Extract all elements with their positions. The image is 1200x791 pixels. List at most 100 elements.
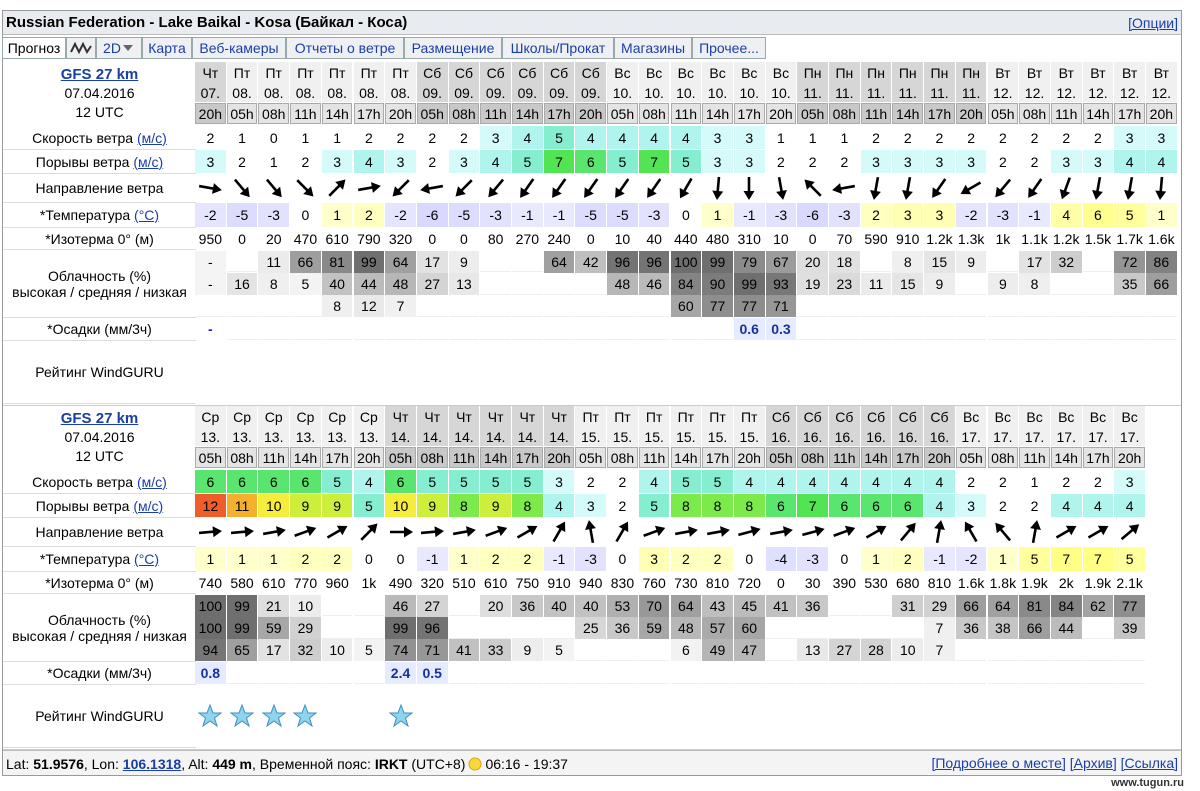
cloud_low-cell: 13	[797, 639, 828, 661]
tab[interactable]: Размещение	[404, 37, 502, 59]
temperature-cell: -6	[416, 203, 448, 227]
isotherm-cell: 590	[860, 228, 892, 249]
gusts-cell: 8	[702, 494, 733, 517]
tab[interactable]: Прочее...	[692, 37, 766, 59]
tab[interactable]: Карта	[142, 37, 192, 59]
temperature-cell: 2	[860, 203, 892, 227]
tab[interactable]: Прогноз	[2, 37, 66, 59]
temperature-cell: 2	[353, 203, 385, 227]
cloud_high-cell: 9	[448, 251, 480, 273]
hour: 08h	[829, 103, 860, 124]
speed-cell: 1	[1019, 470, 1050, 493]
gusts-cell: 7	[797, 494, 828, 517]
cloud_high-cell: 81	[321, 251, 353, 273]
day-date: 10.	[765, 83, 797, 102]
unit-link[interactable]: (°C)	[134, 551, 160, 567]
day-name: Вс	[733, 62, 765, 83]
day-date: 14.	[385, 427, 416, 446]
direction-cell	[1083, 518, 1114, 546]
rating-cell	[290, 685, 321, 747]
empty-cell	[448, 594, 480, 616]
isotherm-cell: 1.2k	[1050, 228, 1082, 249]
options-link[interactable]: [Опции]	[1128, 15, 1178, 31]
isotherm-cell: 910	[543, 572, 575, 593]
direction-cell	[512, 174, 543, 202]
footer-link[interactable]: [Подробнее о месте]	[931, 755, 1066, 771]
empty-cell	[480, 318, 511, 340]
hour: 14h	[321, 103, 353, 124]
day-name: Пн	[797, 62, 828, 83]
label-text: Облачность (%)	[47, 267, 152, 284]
temperature-cell: 5	[1019, 547, 1050, 571]
direction-cell	[354, 174, 385, 202]
temperature-cell: 2	[480, 547, 511, 571]
hour: 17h	[924, 103, 955, 124]
unit-link[interactable]: (м/с)	[136, 473, 167, 490]
day-name: Пн	[860, 62, 892, 83]
footer-link[interactable]: [Архив]	[1069, 755, 1117, 771]
temperature-cell: -1	[416, 547, 448, 571]
isotherm-cell: 610	[258, 572, 290, 593]
cloud_low-cell: 32	[290, 639, 321, 661]
cloud_low-cell: 47	[733, 639, 765, 661]
block-separator	[3, 405, 1181, 406]
empty-cell	[638, 639, 670, 661]
unit-link[interactable]: (м/с)	[133, 497, 164, 514]
tab[interactable]: Магазины	[614, 37, 692, 59]
unit-link[interactable]: (°C)	[134, 207, 160, 223]
gusts-cell: 7	[543, 150, 575, 173]
label-text: Направление ветра	[35, 524, 164, 540]
wind-arrow	[776, 176, 787, 200]
isotherm-cell: 20	[258, 228, 290, 249]
isotherm-cell: 310	[733, 228, 765, 249]
cloud_mid-cell: 48	[385, 273, 416, 295]
cloud_mid-cell: 27	[416, 273, 448, 295]
isotherm-cell: 610	[480, 572, 511, 593]
hour: 08h	[987, 447, 1019, 468]
isotherm-cell: 950	[195, 228, 226, 249]
wind-arrow	[389, 526, 413, 538]
lon[interactable]: 106.1318	[122, 756, 182, 772]
speed-cell: 4	[353, 470, 385, 493]
wind-arrow	[870, 176, 881, 200]
row-label: *Осадки (мм/3ч)	[3, 318, 196, 341]
empty-cell	[702, 662, 733, 684]
empty-cell	[226, 250, 258, 272]
day-date: 08.	[385, 83, 416, 102]
day-name: Вт	[1114, 62, 1145, 83]
gusts-cell: 4	[353, 150, 385, 173]
model-link[interactable]: GFS 27 km	[60, 409, 139, 427]
day-name: Пт	[385, 62, 416, 83]
unit-link[interactable]: (м/с)	[133, 153, 164, 170]
unit-link[interactable]: (м/с)	[136, 129, 167, 146]
tab[interactable]: Школы/Прокат	[502, 37, 614, 59]
footer-link[interactable]: [Ссылка]	[1120, 755, 1178, 771]
tab[interactable]: Отчеты о ветре	[286, 37, 404, 59]
empty-cell	[797, 617, 828, 639]
hour: 08h	[797, 447, 828, 468]
graph-tab[interactable]	[66, 37, 96, 59]
day-date: 14.	[448, 427, 480, 446]
empty-cell	[321, 594, 353, 616]
direction-cell	[671, 174, 702, 202]
hour: 14h	[290, 447, 321, 468]
tab[interactable]: Веб-камеры	[192, 37, 286, 59]
footer: Lat: 51.9576, Lon: 106.1318, Alt: 449 m,…	[3, 750, 1181, 775]
day-name: Сб	[512, 62, 543, 83]
temperature-cell: 3	[924, 203, 955, 227]
title: Russian Federation - Lake Baikal - Kosa …	[6, 14, 408, 31]
temperature-cell: -6	[797, 203, 828, 227]
direction-cell	[892, 518, 923, 546]
isotherm-cell: 10	[765, 228, 797, 249]
direction-cell	[1019, 174, 1050, 202]
cloud_high-cell: 96	[638, 251, 670, 273]
model-link[interactable]: GFS 27 km	[60, 65, 139, 83]
direction-cell	[924, 518, 955, 546]
tab[interactable]: 2D	[96, 37, 142, 59]
precip-cell: 0.5	[416, 662, 448, 684]
day-date: 15.	[638, 427, 670, 446]
day-date: 08.	[226, 83, 258, 102]
day-name: Вс	[955, 406, 987, 427]
empty-cell	[987, 639, 1019, 661]
isotherm-cell: 960	[321, 572, 353, 593]
